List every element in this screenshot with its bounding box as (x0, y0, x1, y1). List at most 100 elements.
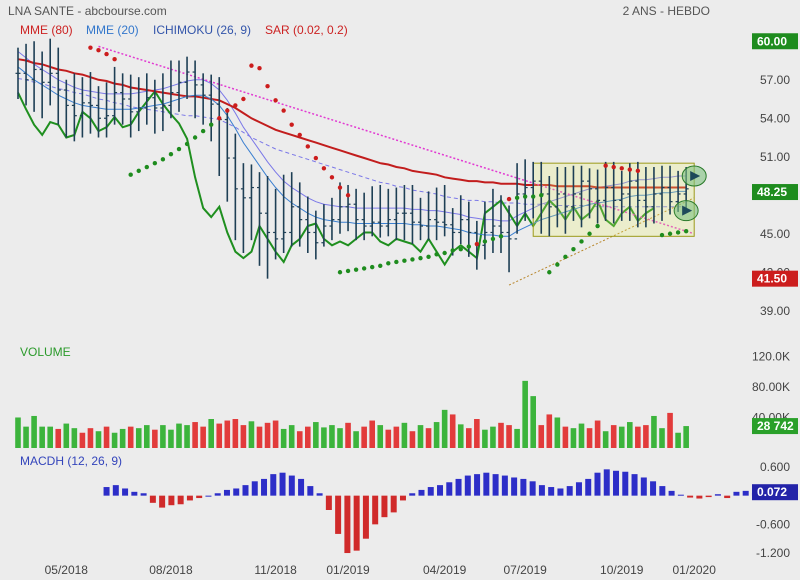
volume-bar (240, 425, 247, 448)
macdh-bar (511, 477, 518, 496)
sar-dot (587, 231, 592, 236)
volume-bar (594, 420, 601, 448)
sar-dot (209, 122, 214, 127)
sar-dot (192, 135, 198, 140)
macdh-bar (233, 488, 240, 496)
volume-bar (554, 417, 561, 448)
macdh-bar (696, 495, 703, 499)
volume-panel (15, 380, 689, 448)
volume-bar (248, 421, 255, 448)
macdh-bar (724, 495, 731, 499)
legend-sar: SAR (0.02, 0.2) (265, 23, 348, 37)
macdh-bar (677, 494, 684, 496)
sar-dot (176, 146, 182, 152)
volume-bar (610, 425, 617, 448)
sar-dot (128, 172, 133, 177)
macdh-bar (251, 481, 258, 496)
volume-bar (369, 420, 375, 448)
volume-bar (63, 423, 70, 448)
macdh-bar (437, 485, 444, 496)
sar-dot (305, 144, 310, 149)
macdh-bar (307, 486, 314, 496)
macdh-title: MACDH (12, 26, 9) (20, 454, 122, 468)
volume-bar (345, 422, 351, 448)
volume-last-box (752, 418, 798, 435)
volume-bar (361, 426, 367, 448)
volume-ytick-label: 120.0K (752, 349, 790, 363)
macdh-bar (168, 495, 175, 506)
macdh-bar (381, 495, 388, 518)
sar-dot (522, 194, 528, 199)
date-tick-label: 08/2018 (149, 563, 193, 577)
volume-bar (385, 429, 392, 448)
volume-bar (119, 428, 126, 448)
macdh-bar (733, 491, 740, 496)
sar-dot (595, 223, 600, 229)
sar-dot (410, 257, 415, 262)
sar-dot (474, 241, 480, 247)
volume-bar (353, 431, 359, 448)
volume-bar (272, 420, 279, 448)
volume-bar (216, 423, 223, 448)
sar-dot (450, 248, 455, 253)
macdh-bar (390, 495, 397, 513)
legend-mme80: MME (80) (20, 23, 73, 37)
macdh-bar (464, 475, 471, 496)
macdh-bar (529, 481, 536, 496)
macdh-bar (418, 489, 425, 496)
volume-bar (160, 425, 166, 448)
sar-dot (563, 254, 568, 260)
sar-dot (249, 63, 254, 68)
sar-dot (394, 259, 399, 265)
date-tick-label: 01/2019 (326, 563, 370, 577)
macdh-bar (566, 486, 573, 496)
date-tick-label: 07/2019 (503, 563, 547, 577)
volume-bar (546, 414, 553, 448)
volume-bar (192, 422, 198, 448)
volume-bar (135, 428, 142, 448)
macdh-bar (353, 495, 360, 551)
macdh-bar (298, 478, 305, 496)
date-tick-label: 05/2018 (45, 563, 89, 577)
macdh-bar (594, 472, 601, 496)
volume-bar (208, 419, 214, 448)
legend-ichimoku: ICHIMOKU (26, 9) (153, 23, 251, 37)
macdh-bar (603, 469, 610, 496)
sar-dot (136, 168, 141, 174)
ichimoku-senkou-b (17, 78, 687, 208)
macdh-bar (446, 482, 453, 496)
macd-ytick-label: 0.600 (760, 460, 790, 474)
volume-bar (288, 425, 295, 448)
sar-dot (498, 234, 504, 239)
volume-bar (425, 428, 432, 448)
macdh-bar (650, 481, 657, 496)
sar-dot (353, 267, 359, 272)
volume-ytick-label: 80.00K (752, 380, 790, 394)
macdh-bar (140, 493, 147, 496)
volume-bar (47, 426, 53, 448)
price-highlight-box (752, 33, 798, 50)
volume-bar (570, 428, 577, 448)
macdh-bar (492, 474, 499, 496)
macdh-bar (261, 478, 268, 496)
sar-dot (297, 132, 302, 138)
macdh-bar (103, 487, 110, 496)
price-highlight-label: 48.25 (757, 185, 787, 199)
sar-dot (675, 230, 681, 235)
macdh-bar (242, 485, 249, 496)
volume-bar (127, 426, 134, 448)
volume-bar (256, 426, 263, 448)
sar-dot (217, 116, 222, 121)
macdh-bar (362, 495, 369, 539)
macdh-bar (270, 474, 277, 496)
macd-ytick-label: -1.200 (756, 546, 790, 560)
volume-bar (409, 431, 416, 448)
volume-bar (586, 428, 593, 448)
price-panel (15, 38, 707, 286)
volume-bar (538, 425, 545, 448)
date-tick-label: 11/2018 (254, 563, 297, 577)
sar-dot (321, 166, 327, 171)
sar-dot (88, 45, 93, 50)
volume-bar (651, 415, 657, 448)
macdh-bar (585, 478, 592, 496)
